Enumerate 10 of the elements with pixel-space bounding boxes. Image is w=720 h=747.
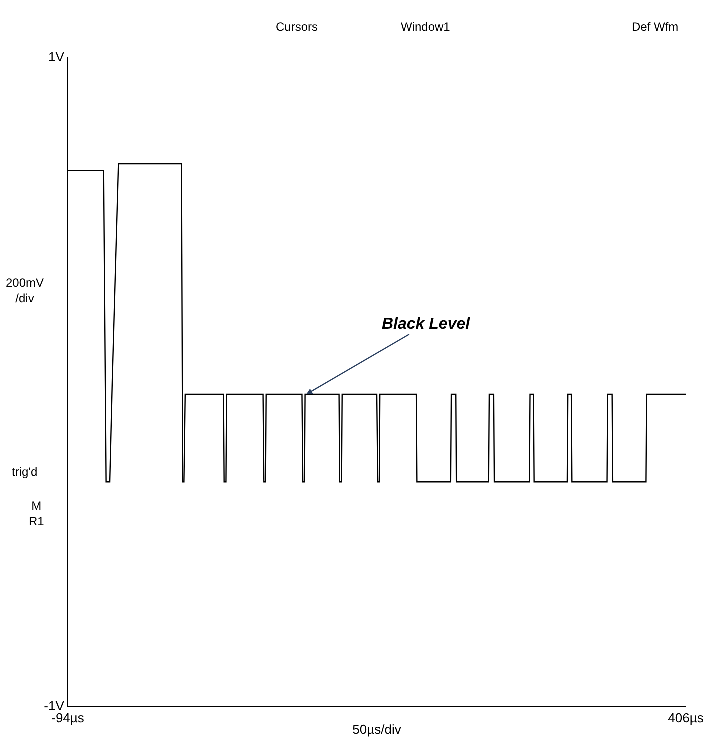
x-tick-label: 406µs — [668, 710, 704, 726]
text: M R1 — [29, 499, 45, 529]
text: Cursors — [276, 20, 318, 34]
text: 200mV /div — [6, 276, 44, 306]
text: Def Wfm — [632, 20, 679, 34]
text: Window1 — [401, 20, 451, 34]
x-axis-title: 50µs/div — [352, 722, 402, 738]
y-tick-label: 1V — [48, 50, 65, 65]
annotation: Black Level — [382, 316, 471, 333]
text: trig'd — [12, 465, 38, 479]
